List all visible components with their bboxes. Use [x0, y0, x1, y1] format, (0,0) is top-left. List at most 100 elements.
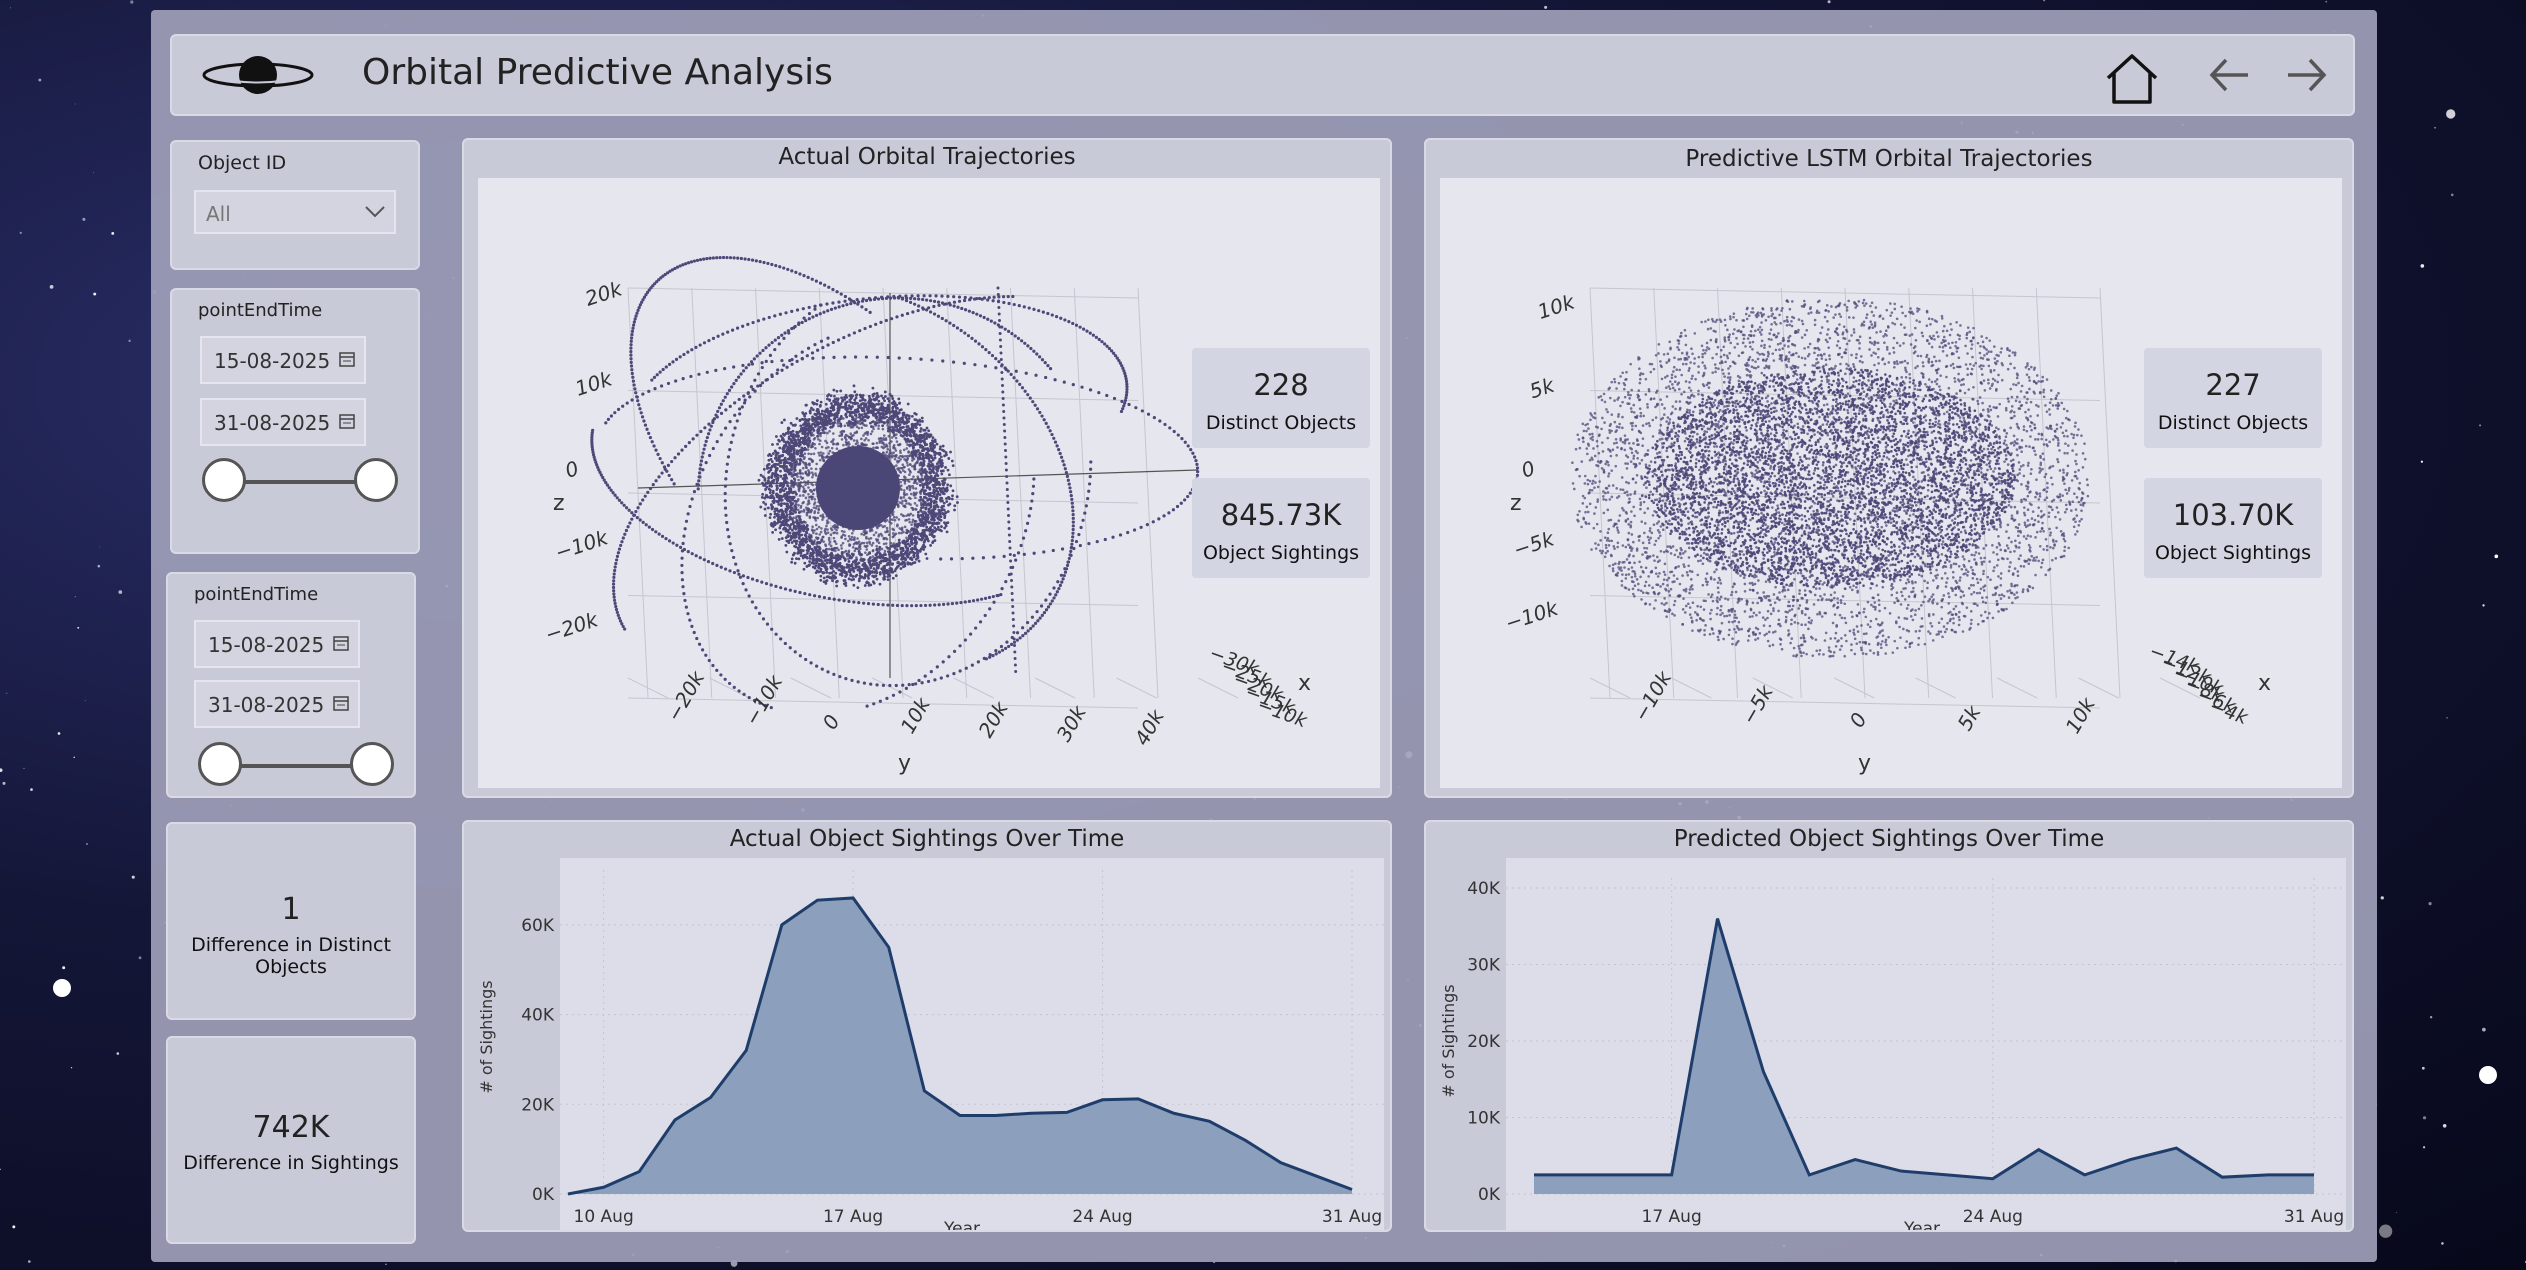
trajectory-point — [792, 470, 796, 473]
trajectory-point — [761, 348, 765, 353]
date-slider-end-handle[interactable] — [350, 742, 394, 786]
trajectory-point — [807, 418, 811, 421]
trajectory-point — [802, 508, 806, 512]
trajectory-point — [1021, 634, 1025, 638]
trajectory-point — [775, 512, 779, 516]
trajectory-point — [866, 574, 870, 578]
trajectory-point — [815, 504, 819, 508]
star — [2421, 1066, 2425, 1070]
trajectory-point — [1123, 374, 1128, 378]
trajectory-point — [809, 510, 813, 514]
trajectory-point — [1050, 313, 1054, 317]
trajectory-point — [830, 566, 834, 570]
trajectory-point — [790, 434, 794, 438]
trajectory-point — [881, 556, 885, 560]
star — [19, 231, 22, 234]
trajectory-point — [835, 389, 839, 393]
trajectory-point — [772, 501, 776, 505]
trajectory-point — [916, 477, 920, 481]
trajectory-point — [784, 510, 788, 514]
trajectory-point — [916, 294, 920, 298]
end-date-input[interactable]: 31-08-2025 — [194, 680, 360, 728]
trajectory-point — [838, 406, 842, 410]
trajectory-point — [916, 550, 919, 553]
trajectory-point — [1121, 407, 1125, 411]
trajectory-point — [797, 527, 801, 530]
trajectory-point — [844, 402, 847, 406]
trajectory-point — [908, 520, 911, 524]
star — [130, 0, 134, 4]
trajectory-point — [878, 571, 882, 574]
trajectory-point — [903, 504, 906, 508]
grid — [627, 287, 1239, 709]
trajectory-point — [764, 502, 768, 506]
date-slider-start-handle[interactable] — [198, 742, 242, 786]
trajectory-point — [667, 362, 672, 367]
trajectory-point — [931, 469, 935, 473]
trajectory-point — [919, 501, 923, 505]
end-date-input[interactable]: 31-08-2025 — [200, 398, 366, 446]
trajectory-point — [852, 570, 856, 573]
trajectory-point — [882, 434, 886, 437]
trajectory-point — [984, 348, 988, 352]
trajectory-point — [788, 487, 791, 491]
trajectory-point — [914, 487, 918, 490]
date-slider-start-handle[interactable] — [202, 458, 246, 502]
trajectory-point — [810, 452, 813, 456]
trajectory-point — [1062, 573, 1066, 578]
start-date-input[interactable]: 15-08-2025 — [200, 336, 366, 384]
trajectory-point — [829, 406, 833, 410]
trajectory-point — [878, 555, 881, 558]
back-arrow-icon[interactable] — [2204, 50, 2254, 100]
trajectory-point — [829, 394, 833, 398]
trajectory-point — [628, 521, 632, 525]
trajectory-point — [804, 521, 807, 524]
trajectory-point — [932, 476, 936, 480]
trajectory-point — [850, 531, 854, 535]
home-icon[interactable] — [2102, 50, 2162, 106]
object-id-dropdown[interactable]: All — [194, 190, 396, 234]
trajectory-point — [912, 555, 916, 559]
trajectory-point — [805, 523, 809, 527]
trajectory-point — [803, 427, 807, 431]
star — [84, 700, 86, 701]
date-range-filter-2: pointEndTime 15-08-2025 31-08-2025 — [166, 572, 416, 798]
trajectory-point — [697, 479, 701, 483]
star — [2434, 126, 2437, 129]
trajectory-point — [905, 420, 909, 424]
trajectory-point — [933, 499, 936, 503]
trajectory-point — [847, 333, 851, 337]
trajectory-point — [822, 576, 826, 580]
trajectory-point — [906, 402, 910, 406]
trajectory-point — [786, 427, 790, 431]
trajectory-point — [793, 482, 796, 486]
trajectory-point — [790, 498, 793, 502]
grid-line — [627, 677, 669, 699]
trajectory-point — [905, 461, 909, 465]
trajectory-point — [932, 511, 936, 515]
start-date-input[interactable]: 15-08-2025 — [194, 620, 360, 668]
trajectory-point — [840, 529, 844, 533]
trajectory-point — [943, 526, 947, 530]
trajectory-point — [890, 394, 894, 398]
trajectory-point — [945, 500, 949, 503]
trajectory-point — [868, 397, 872, 400]
grid-line — [953, 677, 994, 699]
trajectory-point — [921, 536, 925, 539]
trajectory-point — [779, 488, 783, 491]
trajectory-point — [807, 499, 811, 502]
trajectory-point — [759, 505, 763, 509]
trajectory-point — [779, 504, 783, 508]
trajectory-point — [899, 451, 902, 455]
trajectory-point — [780, 514, 784, 518]
trajectory-point — [865, 541, 869, 545]
trajectory-point — [799, 504, 803, 508]
trajectory-point — [611, 582, 616, 586]
star — [0, 1168, 1, 1171]
trajectory-point — [806, 473, 809, 477]
trajectory-point — [798, 545, 802, 549]
trajectory-point — [862, 415, 866, 419]
date-slider-end-handle[interactable] — [354, 458, 398, 502]
forward-arrow-icon[interactable] — [2282, 50, 2332, 100]
trajectory-point — [857, 561, 861, 565]
